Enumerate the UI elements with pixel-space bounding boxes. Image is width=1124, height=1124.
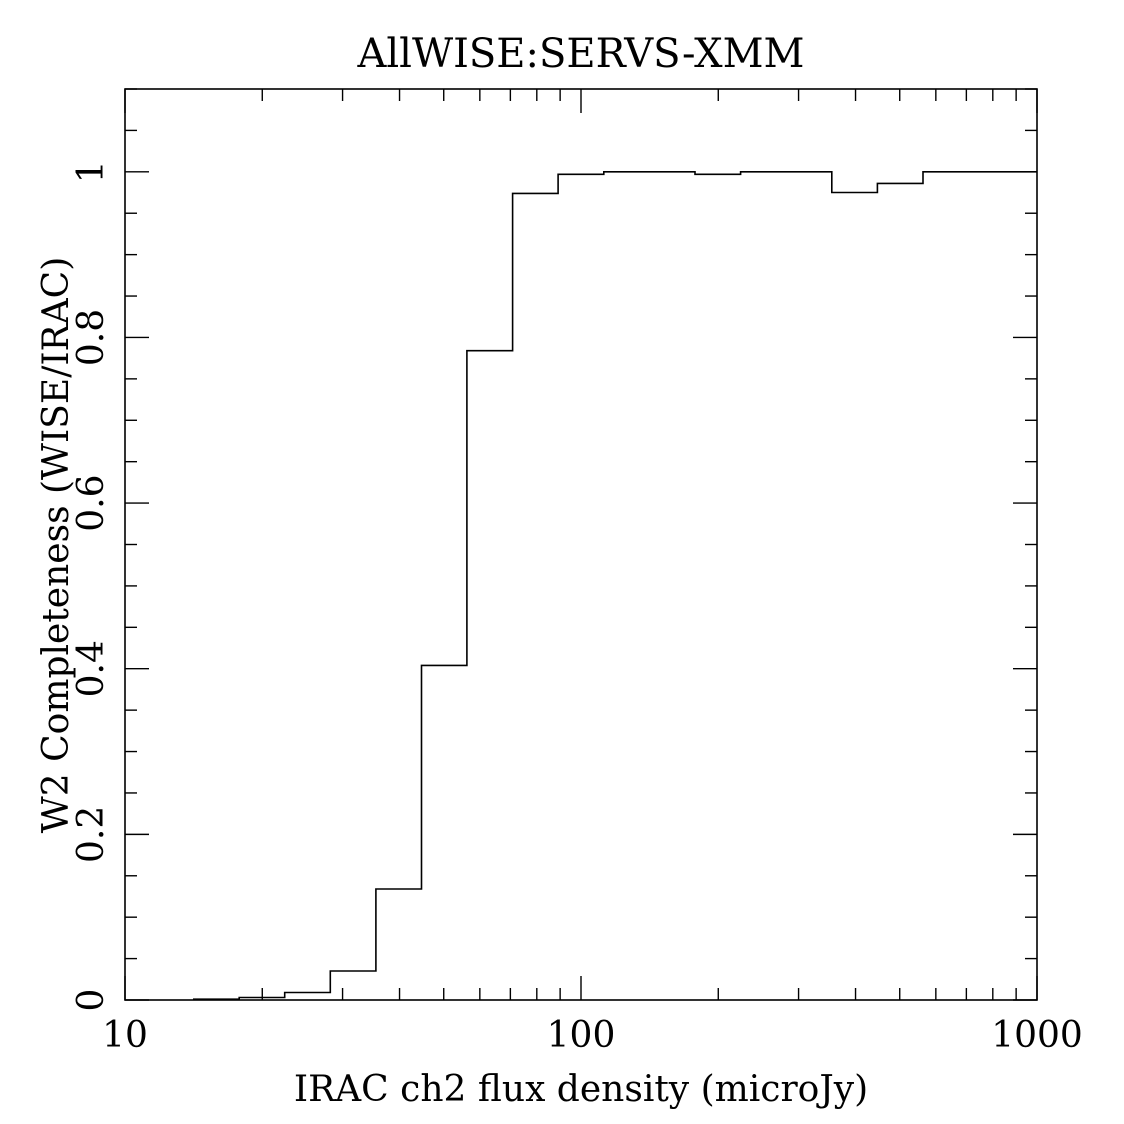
y-tick-labels: 0 0.2 0.4 0.6 0.8 1 [71,160,112,1011]
x-tick-labels: 10 100 1000 [102,1015,1083,1056]
y-axis-label: W2 Completeness (WISE/IRAC) [36,257,77,833]
x-tick-label: 10 [102,1015,148,1056]
axis-ticks [124,88,1038,1001]
completeness-step-line [193,171,1037,1000]
x-tick-label: 100 [547,1015,616,1056]
plot-frame [124,88,1038,1001]
y-tick-label: 1 [71,160,112,183]
y-tick-label: 0.2 [71,806,112,863]
x-axis-label: IRAC ch2 flux density (microJy) [294,1069,868,1110]
chart-title: AllWISE:SERVS-XMM [357,31,805,77]
y-tick-label: 0 [71,989,112,1012]
y-tick-label: 0.6 [71,474,112,531]
y-tick-label: 0.8 [71,309,112,366]
x-tick-label: 1000 [991,1015,1083,1056]
y-tick-label: 0.4 [71,640,112,697]
